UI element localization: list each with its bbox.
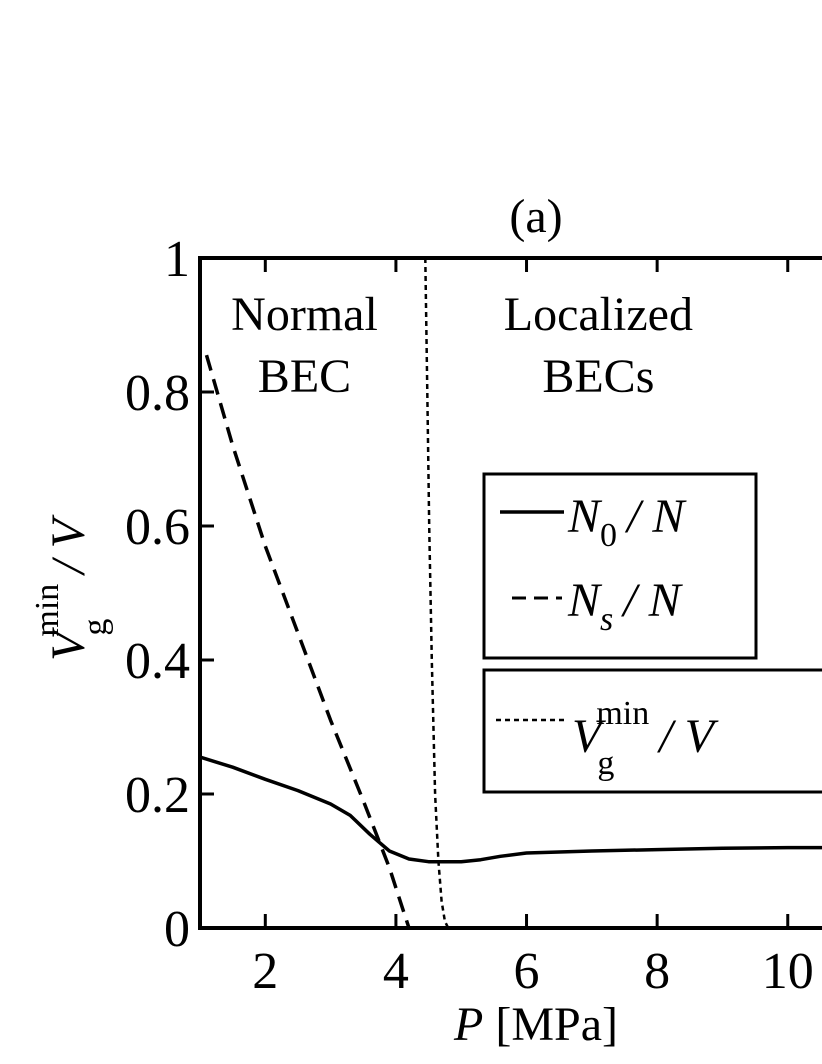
y-axis-var: V [42,627,95,661]
x-tick-label: 10 [762,943,814,1000]
y-axis-rest: / V [42,514,95,576]
legend-n0-var: N [567,490,603,543]
region-label-2-line2: BECs [542,350,654,403]
legend-frame-2 [482,668,822,794]
region-label-2-line1: Localized [504,288,693,341]
legend-vg-rest: / V [656,710,718,763]
y-tick-label: 0.6 [125,499,190,556]
x-tick-label: 8 [644,943,670,1000]
y-tick-label: 0 [164,901,190,958]
chart-title: (a) [509,190,562,243]
y-tick-label: 0.4 [125,633,190,690]
y-axis-label: Vgmin / V [29,514,114,661]
series-line-dotted [424,258,450,928]
legend-box-1: N0/ N Ns / N [482,472,758,660]
y-tick-label: 0.8 [125,365,190,422]
series-group [200,258,822,928]
region-label-1-line1: Normal [231,288,378,341]
x-tick-label: 6 [514,943,540,1000]
x-axis-var: P [453,998,483,1051]
region-labels: Normal BEC Localized BECs [231,288,693,403]
legend-label-ns: Ns / N [567,574,684,638]
x-tick-label: 4 [383,943,409,1000]
legend-label-n0: N0/ N [567,490,687,554]
y-tick-label: 0.2 [125,767,190,824]
legend-n0-sub: 0 [600,517,617,554]
legend-ns-var: N [567,574,603,627]
axis-ticks: 2 4 6 8 10 0 0.2 0.4 0.6 0.8 1 [125,231,814,1000]
x-tick-label: 2 [252,943,278,1000]
legend-vg-var: V [572,710,606,763]
y-axis-sup: min [29,584,66,637]
y-tick-label: 1 [164,231,190,288]
legend-ns-rest: / N [620,574,683,627]
x-axis-label: P [MPa] [453,998,618,1051]
region-label-1-line2: BEC [258,350,351,403]
legend-n0-rest: / N [624,490,687,543]
x-axis-unit: [MPa] [495,998,618,1051]
plot-frame [198,256,822,930]
legend-vg-sup: min [596,695,649,732]
series-line-dashed [204,354,411,928]
legend-vg-sub: g [597,745,614,782]
legend-frame-1 [482,472,758,660]
legend-ns-sub: s [600,601,613,638]
y-axis-sub: g [77,619,114,636]
